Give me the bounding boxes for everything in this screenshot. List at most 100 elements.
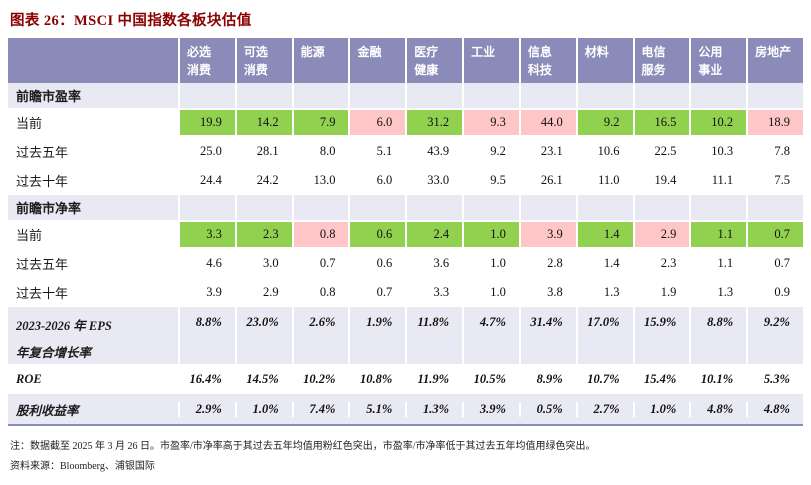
value-cell-green: 2.3	[234, 220, 292, 249]
value-cell	[291, 195, 349, 220]
table-body: 前瞻市盈率 当前 19.9 14.2 7.9 6.0 31.2 9.3 44.0 9.2 16.5 1…	[8, 83, 803, 424]
row-label: 过去十年	[16, 174, 69, 189]
value-cell: 23.0%	[234, 307, 292, 364]
column-header: 必选 消费	[178, 38, 235, 83]
value-cell-green: 19.9	[178, 108, 235, 137]
value-cell: 25.0	[178, 137, 235, 166]
value-cell: 2.3	[632, 249, 690, 278]
value-cell: 0.6	[348, 249, 405, 278]
value-cell: 1.9	[632, 278, 690, 307]
value-cell: 7.5	[746, 166, 803, 195]
value-cell: 9.2	[462, 137, 519, 166]
metric-row: 2023-2026 年 EPS 年复合增长率 8.8% 23.0% 2.6% 1.9% 1…	[8, 307, 803, 364]
value-cell-green: 1.4	[575, 220, 633, 249]
row-label: 过去五年	[16, 257, 69, 272]
value-cell: 10.1%	[689, 371, 746, 387]
row-label: 前瞻市净率	[16, 201, 82, 216]
source-note: 资料来源：Bloomberg、浦银国际	[10, 461, 155, 472]
value-cell: 10.5%	[462, 371, 519, 387]
value-cell	[632, 83, 690, 108]
value-cell	[462, 83, 519, 108]
metric-row: 股利收益率 2.9% 1.0% 7.4% 5.1% 1.3% 3.9% 0.5% 2.7% 1.0…	[8, 394, 803, 424]
data-note: 注：数据截至 2025 年 3 月 26 日。市盈率/市净率高于其过去五年均值用…	[10, 441, 596, 452]
value-cell-pink: 18.9	[746, 108, 803, 137]
value-cell: 0.5%	[518, 401, 576, 417]
row-label: 2023-2026 年 EPS 年复合增长率	[16, 319, 112, 360]
value-cell: 3.9%	[462, 401, 519, 417]
value-cell: 2.8	[518, 249, 576, 278]
value-cell: 8.8%	[178, 307, 235, 364]
row-label: 当前	[16, 116, 43, 131]
column-header: 电信 服务	[632, 38, 690, 83]
value-cell	[405, 83, 462, 108]
value-cell: 5.1%	[348, 401, 405, 417]
value-cell: 1.1	[689, 249, 746, 278]
value-cell: 4.8%	[689, 401, 746, 417]
value-cell	[234, 83, 292, 108]
value-cell-green: 0.7	[746, 220, 803, 249]
value-cell	[518, 83, 576, 108]
value-cell-pink: 44.0	[518, 108, 576, 137]
value-cell-pink: 3.9	[518, 220, 576, 249]
value-cell-pink: 0.8	[291, 220, 349, 249]
value-cell: 9.2%	[746, 307, 803, 364]
column-header: 可选 消费	[234, 38, 292, 83]
value-cell	[689, 195, 746, 220]
value-cell: 8.8%	[689, 307, 746, 364]
value-cell	[632, 195, 690, 220]
data-row: 过去五年 25.0 28.1 8.0 5.1 43.9 9.2 23.1 10.6 22.5 10.…	[8, 137, 803, 166]
value-cell: 16.4%	[178, 371, 235, 387]
value-cell: 9.5	[462, 166, 519, 195]
value-cell	[746, 83, 803, 108]
value-cell-pink: 2.9	[632, 220, 690, 249]
column-header: 房地产	[746, 38, 803, 83]
column-header: 医疗 健康	[405, 38, 462, 83]
value-cell-pink: 6.0	[348, 108, 406, 137]
value-cell: 4.6	[178, 249, 235, 278]
value-cell	[348, 195, 405, 220]
value-cell-pink: 9.3	[462, 108, 519, 137]
value-cell: 1.0%	[632, 401, 690, 417]
value-cell: 11.0	[575, 166, 633, 195]
value-cell-green: 2.4	[405, 220, 463, 249]
value-cell: 3.3	[405, 278, 462, 307]
value-cell: 1.3	[689, 278, 746, 307]
value-cell: 15.4%	[632, 371, 690, 387]
data-row: 过去五年 4.6 3.0 0.7 0.6 3.6 1.0 2.8 1.4 2.3 1.1 0.7	[8, 249, 803, 278]
value-cell: 7.4%	[291, 401, 349, 417]
value-cell: 1.0	[462, 278, 519, 307]
value-cell: 13.0	[291, 166, 349, 195]
value-cell-green: 9.2	[575, 108, 633, 137]
value-cell	[575, 83, 633, 108]
value-cell: 22.5	[632, 137, 690, 166]
value-cell: 14.5%	[234, 371, 292, 387]
value-cell	[405, 195, 462, 220]
value-cell: 8.0	[291, 137, 349, 166]
value-cell-green: 16.5	[632, 108, 690, 137]
value-cell: 2.6%	[291, 307, 349, 364]
value-cell-green: 0.6	[348, 220, 406, 249]
value-cell: 2.7%	[575, 401, 633, 417]
value-cell: 5.1	[348, 137, 405, 166]
value-cell: 6.0	[348, 166, 405, 195]
value-cell: 10.6	[575, 137, 633, 166]
row-label: 当前	[16, 228, 43, 243]
value-cell: 3.6	[405, 249, 462, 278]
value-cell-green: 14.2	[234, 108, 292, 137]
value-cell: 1.0	[462, 249, 519, 278]
value-cell: 8.9%	[518, 371, 576, 387]
row-label: 过去十年	[16, 286, 69, 301]
value-cell: 4.7%	[462, 307, 519, 364]
data-row: 过去十年 24.4 24.2 13.0 6.0 33.0 9.5 26.1 11.0 19.4 11…	[8, 166, 803, 195]
value-cell-green: 31.2	[405, 108, 463, 137]
column-header: 金融	[348, 38, 405, 83]
value-cell: 43.9	[405, 137, 462, 166]
row-label: ROE	[16, 371, 42, 386]
value-cell: 26.1	[518, 166, 576, 195]
value-cell	[348, 83, 405, 108]
value-cell-green: 3.3	[178, 220, 235, 249]
value-cell-green: 10.2	[689, 108, 747, 137]
value-cell	[178, 195, 235, 220]
value-cell: 1.3	[575, 278, 633, 307]
value-cell	[462, 195, 519, 220]
